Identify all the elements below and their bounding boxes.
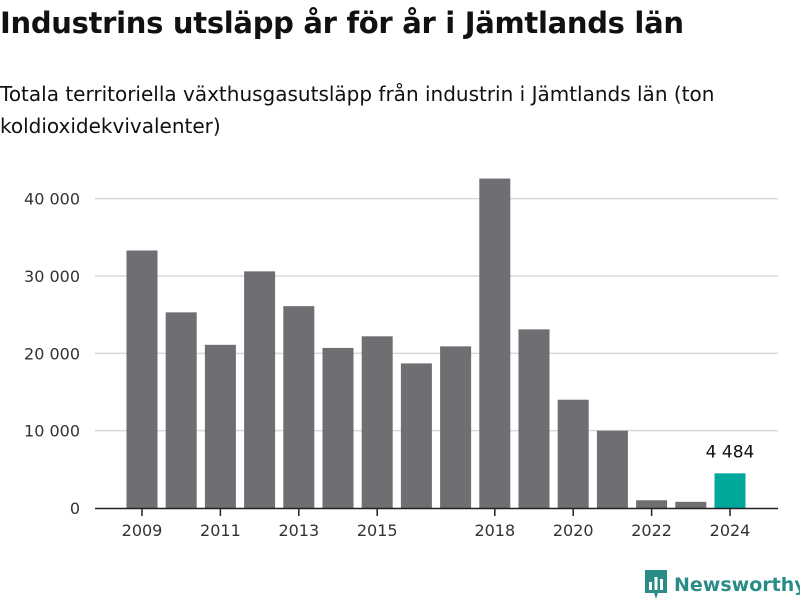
chart-subtitle: Totala territoriella växthusgasutsläpp f… [0, 82, 715, 138]
y-tick-label: 10 000 [24, 422, 80, 441]
x-tick-label: 2024 [710, 521, 751, 540]
bar-highlight [714, 473, 746, 508]
newsworthy-logo: Newsworthy [644, 568, 800, 600]
bar [518, 329, 550, 508]
bar [244, 271, 276, 508]
data-label: 4 484 [706, 442, 755, 462]
y-tick-label: 0 [70, 499, 80, 518]
y-tick-label: 30 000 [24, 267, 80, 286]
bar [557, 399, 589, 508]
x-tick-label: 2018 [474, 521, 515, 540]
bar-chart-speech-bubble-icon [645, 570, 667, 599]
x-tick-label: 2013 [278, 521, 319, 540]
bar [636, 500, 668, 508]
x-tick-label: 2009 [122, 521, 163, 540]
brand-name: Newsworthy [674, 574, 800, 596]
chart-title: Industrins utsläpp år för år i Jämtlands… [0, 6, 684, 40]
x-tick-label: 2020 [553, 521, 594, 540]
x-tick-label: 2015 [357, 521, 398, 540]
bar [400, 363, 432, 508]
x-tick-label: 2022 [631, 521, 672, 540]
y-tick-label: 40 000 [24, 190, 80, 209]
bar [165, 312, 197, 508]
bar [204, 344, 236, 508]
bar [322, 347, 354, 508]
bar [675, 501, 707, 508]
bar [440, 346, 472, 508]
bar [283, 306, 315, 508]
bar [596, 430, 628, 508]
bar [126, 250, 158, 509]
x-tick-label: 2011 [200, 521, 241, 540]
bar [361, 336, 393, 508]
y-tick-label: 20 000 [24, 344, 80, 363]
bar [479, 178, 511, 508]
